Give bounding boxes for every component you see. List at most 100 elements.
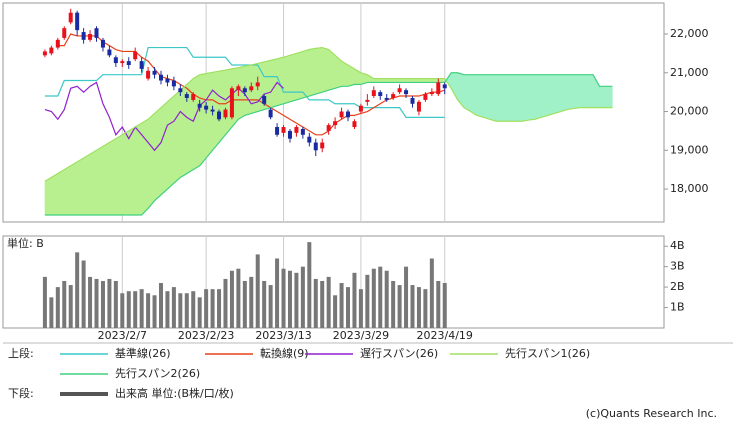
cloud xyxy=(89,149,97,216)
volume-bar xyxy=(81,260,86,328)
candle-body xyxy=(178,88,183,93)
volume-bar xyxy=(326,276,331,328)
line-series xyxy=(44,72,613,216)
line-series xyxy=(44,46,613,182)
cloud xyxy=(573,74,581,109)
cloud xyxy=(470,74,478,116)
cloud xyxy=(541,74,549,118)
volume-bar xyxy=(307,242,312,328)
cloud xyxy=(605,86,613,108)
candle-body xyxy=(378,92,383,97)
volume-bar xyxy=(365,274,370,328)
legend-label: 先行スパン1(26) xyxy=(505,347,590,360)
candle-body xyxy=(100,39,105,48)
candle-body xyxy=(152,70,157,75)
volume-bar xyxy=(158,283,163,328)
cloud xyxy=(515,74,523,122)
legend-label: 出来高 単位:(B株/口/枚) xyxy=(115,386,234,400)
cloud xyxy=(586,74,594,108)
cloud xyxy=(57,169,65,216)
volume-bar xyxy=(333,295,338,328)
volume-bar xyxy=(126,291,131,328)
candle-body xyxy=(320,142,325,149)
volume-bar xyxy=(178,293,183,328)
line-series xyxy=(57,33,445,136)
candle-body xyxy=(229,88,234,118)
volume-bar xyxy=(184,293,189,328)
candle-body xyxy=(391,94,396,98)
candle-body xyxy=(126,61,131,66)
candle-body xyxy=(423,94,428,100)
cloud xyxy=(315,47,323,95)
volume-bar xyxy=(275,258,280,328)
volume-bar xyxy=(249,276,254,328)
volume-bar xyxy=(313,278,318,328)
volume-bar xyxy=(339,283,344,328)
cloud xyxy=(328,48,336,91)
y-tick-label: 4B xyxy=(670,239,685,252)
volume-bar xyxy=(442,283,447,328)
volume-bar xyxy=(197,297,202,328)
volume-bar xyxy=(165,291,170,328)
cloud xyxy=(502,74,510,122)
candle-body xyxy=(75,12,80,31)
cloud xyxy=(257,61,265,112)
candle-body xyxy=(262,96,267,104)
volume-bar xyxy=(113,280,118,328)
volume-bar xyxy=(75,252,80,328)
cloud xyxy=(463,74,471,112)
volume-bar xyxy=(229,270,234,328)
candle-body xyxy=(416,101,421,112)
candle-body xyxy=(120,61,125,64)
volume-bar xyxy=(217,289,222,328)
candle-body xyxy=(249,86,254,91)
cloud xyxy=(115,134,123,216)
candle-body xyxy=(55,39,60,48)
volume-bar xyxy=(42,276,47,328)
volume-bar xyxy=(242,280,247,328)
volume-bar xyxy=(62,280,67,328)
cloud xyxy=(44,176,52,216)
candle-body xyxy=(442,84,447,89)
volume-bar xyxy=(346,287,351,328)
volume-bar xyxy=(133,291,138,328)
volume-bar xyxy=(300,266,305,328)
cloud xyxy=(508,74,516,122)
candle-body xyxy=(365,99,370,102)
x-tick-label: 2023/2/23 xyxy=(178,329,234,342)
y-tick-label: 20,000 xyxy=(670,105,709,118)
volume-bar xyxy=(171,287,176,328)
volume-bar xyxy=(397,285,402,328)
cloud xyxy=(122,130,130,216)
cloud xyxy=(64,165,71,216)
cloud xyxy=(476,74,484,118)
cloud xyxy=(547,74,555,116)
candle-body xyxy=(171,80,176,87)
volume-bar xyxy=(358,289,363,328)
x-tick-label: 2023/2/7 xyxy=(98,329,147,342)
x-tick-label: 2023/4/19 xyxy=(417,329,473,342)
candle-body xyxy=(410,97,415,104)
candle-body xyxy=(68,12,73,23)
volume-bar xyxy=(100,280,105,328)
legend-label: 基準線(26) xyxy=(115,346,171,360)
candle-body xyxy=(333,121,338,126)
cloud xyxy=(51,173,59,216)
cloud xyxy=(96,145,104,216)
candle-body xyxy=(275,127,280,135)
candle-body xyxy=(326,125,331,131)
volume-bar xyxy=(88,276,93,328)
candle-body xyxy=(371,90,376,97)
volume-bar xyxy=(404,266,409,328)
volume-bar xyxy=(436,280,441,328)
candle-body xyxy=(294,127,299,133)
cloud xyxy=(180,83,188,178)
candle-body xyxy=(397,88,402,93)
cloud xyxy=(321,47,329,93)
candle-body xyxy=(81,32,86,40)
candle-body xyxy=(165,78,170,83)
candle-body xyxy=(339,111,344,118)
volume-bar xyxy=(139,289,144,328)
y-tick-label: 2B xyxy=(670,280,685,293)
